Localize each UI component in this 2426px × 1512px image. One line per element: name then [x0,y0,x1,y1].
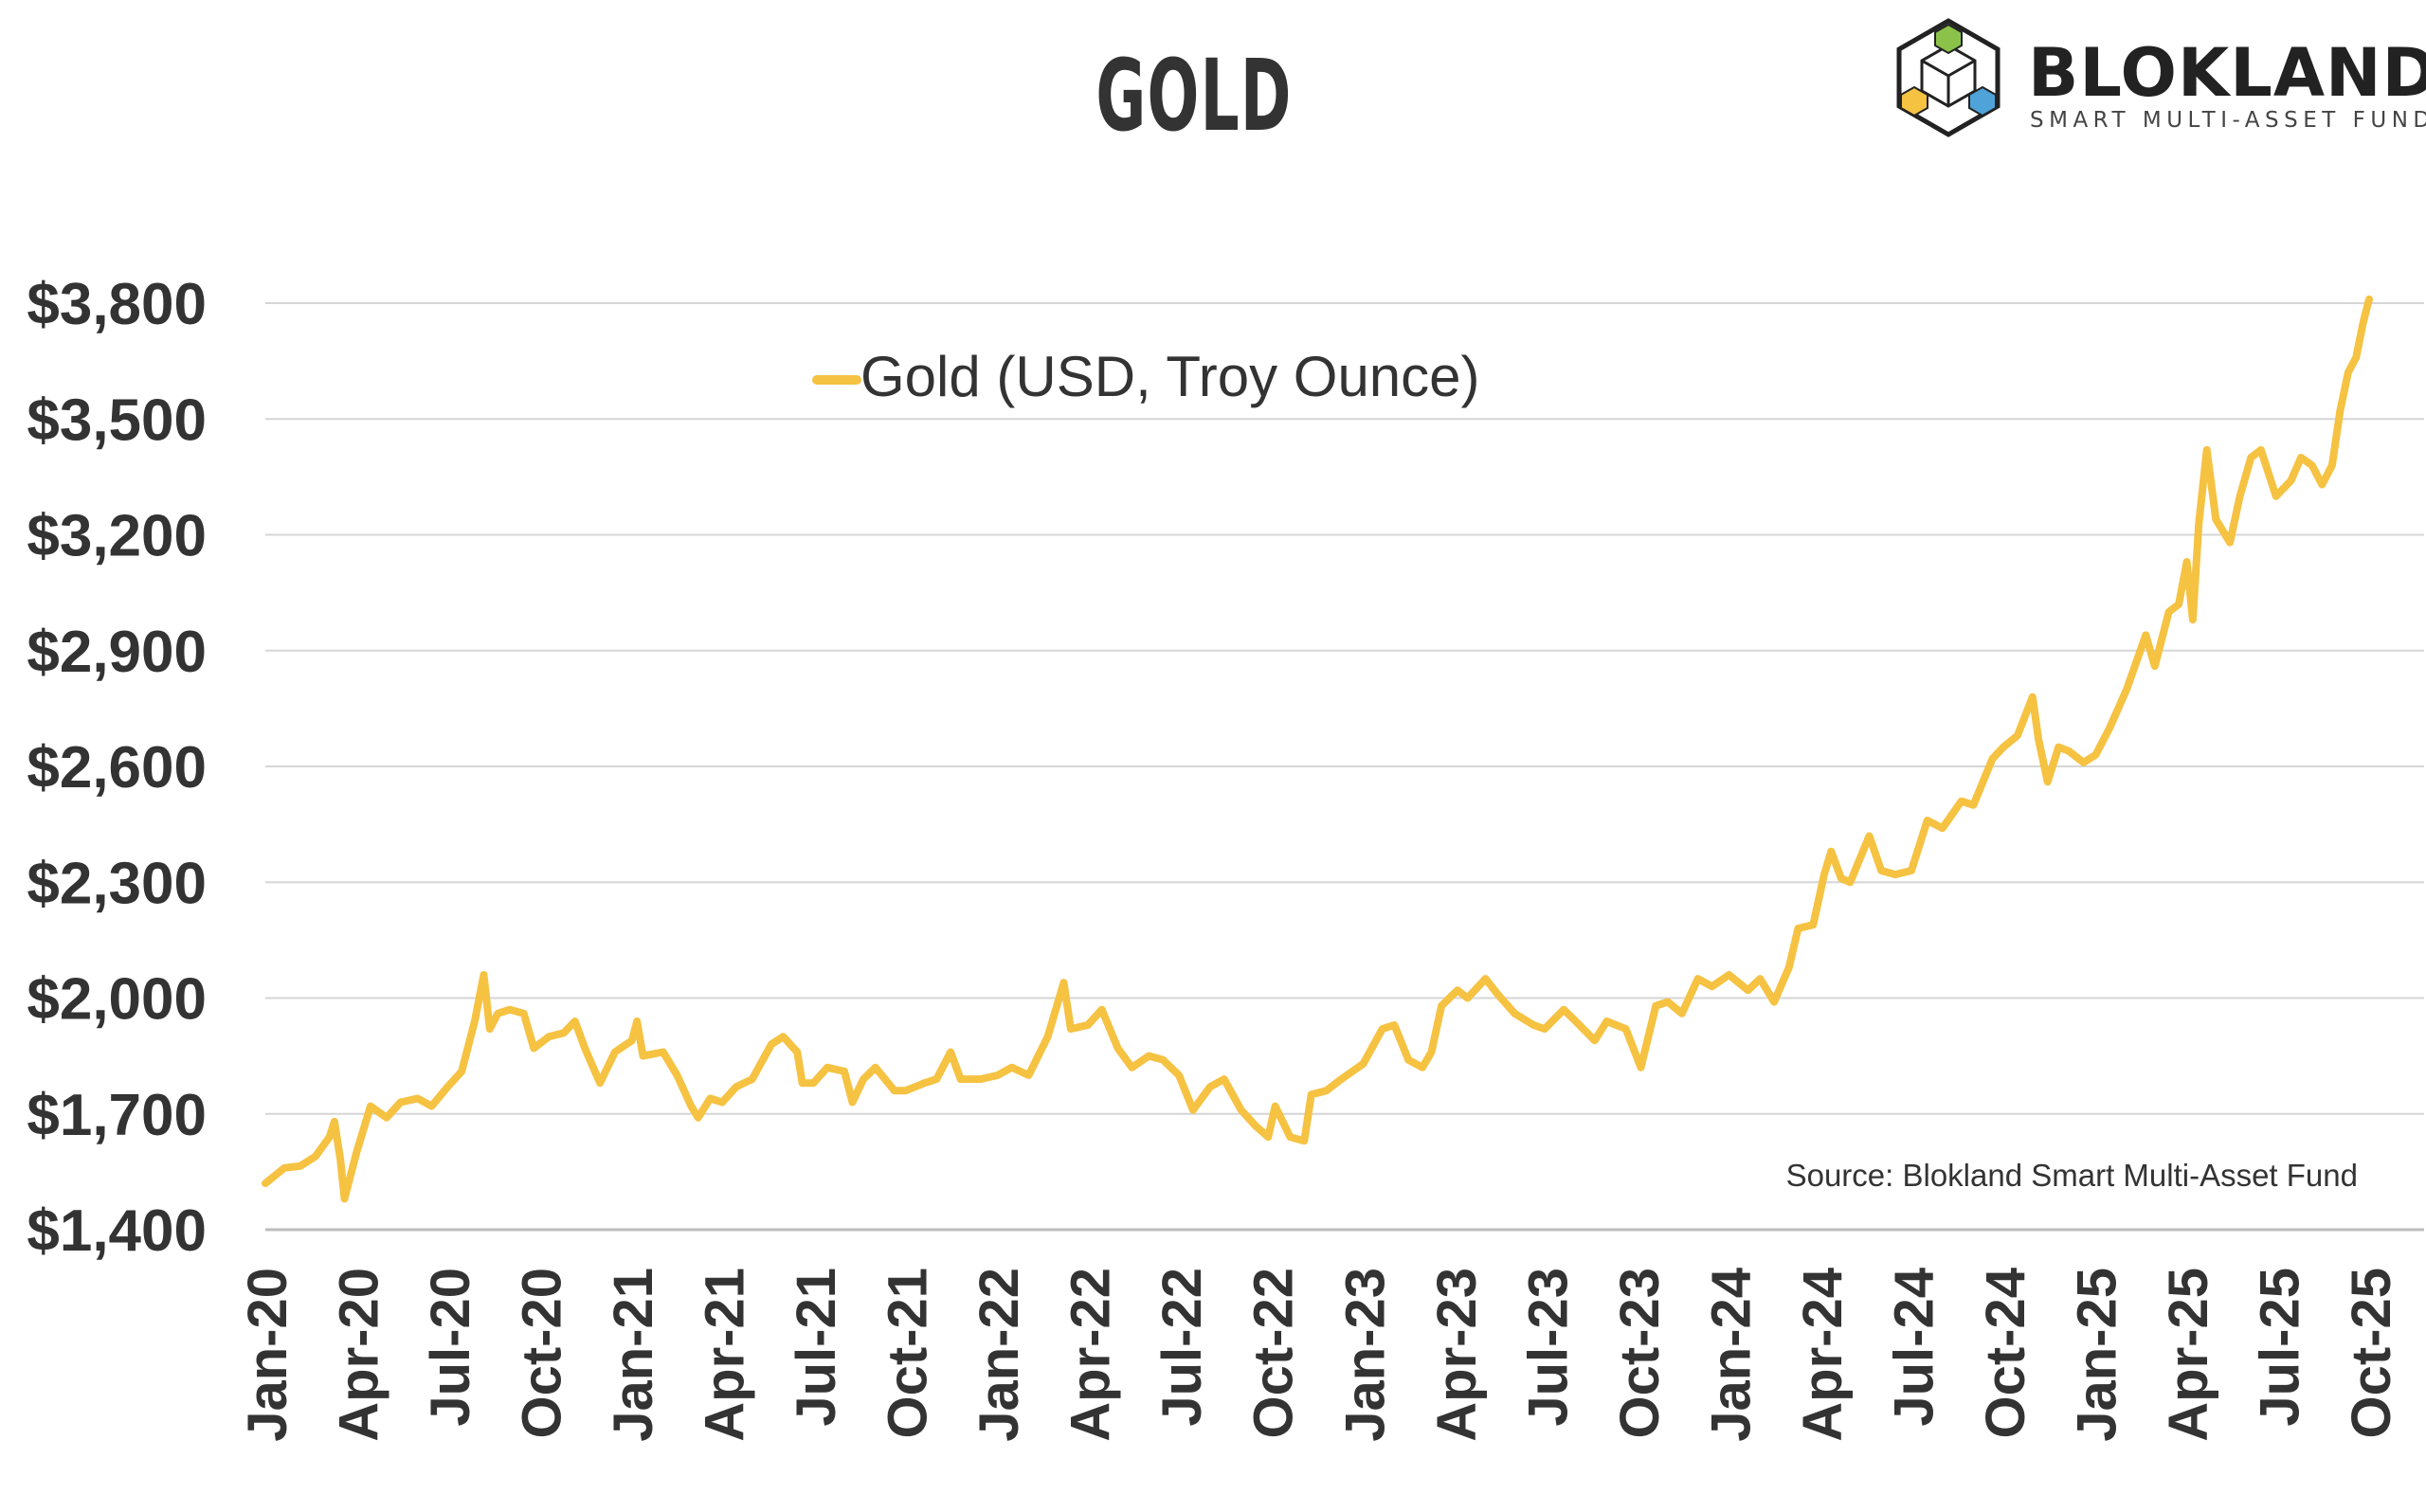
x-tick-label: Oct-21 [878,1268,939,1439]
x-tick-label: Oct-22 [1243,1268,1305,1439]
x-tick-label: Apr-21 [695,1268,756,1442]
y-tick-label: $1,400 [27,1198,207,1264]
x-tick-label: Oct-23 [1609,1268,1671,1439]
x-tick-label: Apr-20 [329,1268,390,1442]
gridlines [265,302,2424,1232]
legend: Gold (USD, Troy Ounce) [812,345,1480,408]
x-tick-label: Jan-21 [603,1268,664,1442]
x-tick-label: Jul-21 [786,1268,847,1427]
x-tick-label: Apr-25 [2158,1268,2219,1442]
chart-title: GOLD [1095,38,1293,153]
x-tick-label: Oct-25 [2341,1268,2402,1439]
y-tick-label: $3,200 [27,504,207,569]
y-tick-label: $2,000 [27,967,207,1033]
y-tick-label: $2,900 [27,620,207,685]
y-tick-label: $3,500 [27,387,207,453]
y-tick-label: $2,600 [27,735,207,801]
x-tick-label: Jan-20 [237,1268,299,1442]
x-tick-label: Jul-20 [420,1268,481,1427]
x-tick-label: Jan-24 [1700,1268,1762,1442]
logo-tagline: SMART MULTI-ASSET FUND [2030,108,2426,133]
blokland-logo: BLOKLAND SMART MULTI-ASSET FUND [1895,13,2426,146]
blokland-cube-icon [1896,18,2001,137]
series-layer [262,295,2373,1203]
logo-name: BLOKLAND [2028,34,2426,112]
x-tick-label: Jul-25 [2249,1268,2310,1427]
x-tick-label: Oct-20 [512,1268,573,1439]
x-tick-label: Oct-24 [1975,1268,2037,1439]
series-line-gold [262,295,2373,1203]
x-axis-tick-labels: Jan-20 Apr-20 Jul-20 Oct-20 Jan-21 Apr-21 Jul-… [237,1268,2402,1442]
x-tick-label: Apr-22 [1060,1268,1122,1442]
x-tick-label: Jul-24 [1883,1268,1945,1427]
x-tick-label: Apr-23 [1426,1268,1488,1442]
x-tick-label: Jul-23 [1517,1268,1579,1427]
x-tick-label: Jan-22 [969,1268,1030,1442]
y-tick-label: $3,800 [27,272,207,337]
legend-label: Gold (USD, Troy Ounce) [860,345,1480,408]
y-axis-tick-labels: $1,400 $1,700 $2,000 $2,300 $2,600 $2,900 $3,2… [27,272,207,1264]
x-tick-label: Jul-22 [1151,1268,1213,1427]
y-tick-label: $2,300 [27,851,207,916]
y-tick-label: $1,700 [27,1083,207,1148]
x-tick-label: Jan-25 [2066,1268,2127,1442]
x-tick-label: Jan-23 [1334,1268,1396,1442]
source-note: Source: Blokland Smart Multi-Asset Fund [1786,1158,2358,1193]
x-tick-label: Apr-24 [1792,1268,1854,1442]
